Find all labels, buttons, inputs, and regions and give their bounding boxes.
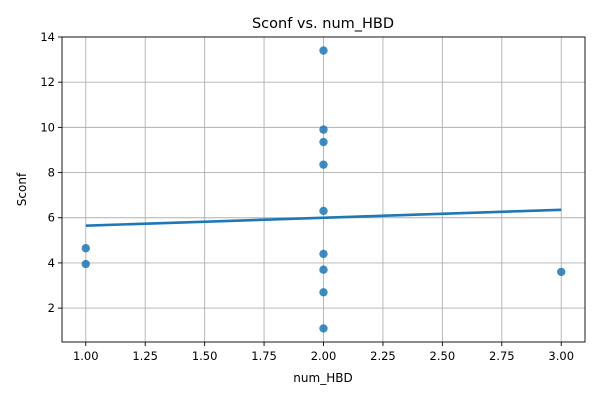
x-tick-label: 1.75 xyxy=(251,349,277,363)
y-tick-label: 8 xyxy=(48,166,55,180)
scatter-point xyxy=(319,288,328,297)
scatter-point xyxy=(557,267,566,277)
scatter-point xyxy=(319,324,328,333)
x-tick-label: 1.50 xyxy=(192,349,218,363)
chart-title: Sconf vs. num_HBD xyxy=(252,16,394,32)
plot-data xyxy=(81,46,566,333)
x-tick-label: 1.00 xyxy=(73,349,99,363)
y-tick-label: 12 xyxy=(40,75,55,89)
x-tick-label: 1.25 xyxy=(132,349,158,363)
regression-line xyxy=(85,208,562,227)
x-axis-label: num_HBD xyxy=(293,371,352,385)
scatter-point xyxy=(81,259,90,269)
y-tick-label: 10 xyxy=(40,120,55,134)
x-tick-label: 2.00 xyxy=(311,349,337,363)
axis-ticks: 1.00 1.25 1.50 1.75 2.00 2.25 2.50 2.75 3.00 2 4 6 8… xyxy=(40,30,574,363)
x-tick-label: 2.75 xyxy=(489,349,515,363)
y-tick-label: 14 xyxy=(40,30,55,44)
scatter-point xyxy=(81,244,90,253)
scatter-point xyxy=(319,265,328,274)
x-tick-label: 2.25 xyxy=(370,349,396,363)
scatter-point xyxy=(319,137,328,147)
y-tick-label: 4 xyxy=(48,256,55,270)
x-tick-label: 3.00 xyxy=(548,349,574,363)
y-tick-label: 2 xyxy=(48,301,55,315)
scatter-point xyxy=(319,46,328,55)
x-tick-label: 2.50 xyxy=(430,349,456,363)
scatter-point xyxy=(319,160,328,169)
scatter-point xyxy=(319,125,328,134)
y-tick-label: 6 xyxy=(48,211,55,225)
scatter-point xyxy=(319,206,328,216)
scatter-point xyxy=(319,249,328,259)
y-axis-label: Sconf xyxy=(15,172,29,206)
